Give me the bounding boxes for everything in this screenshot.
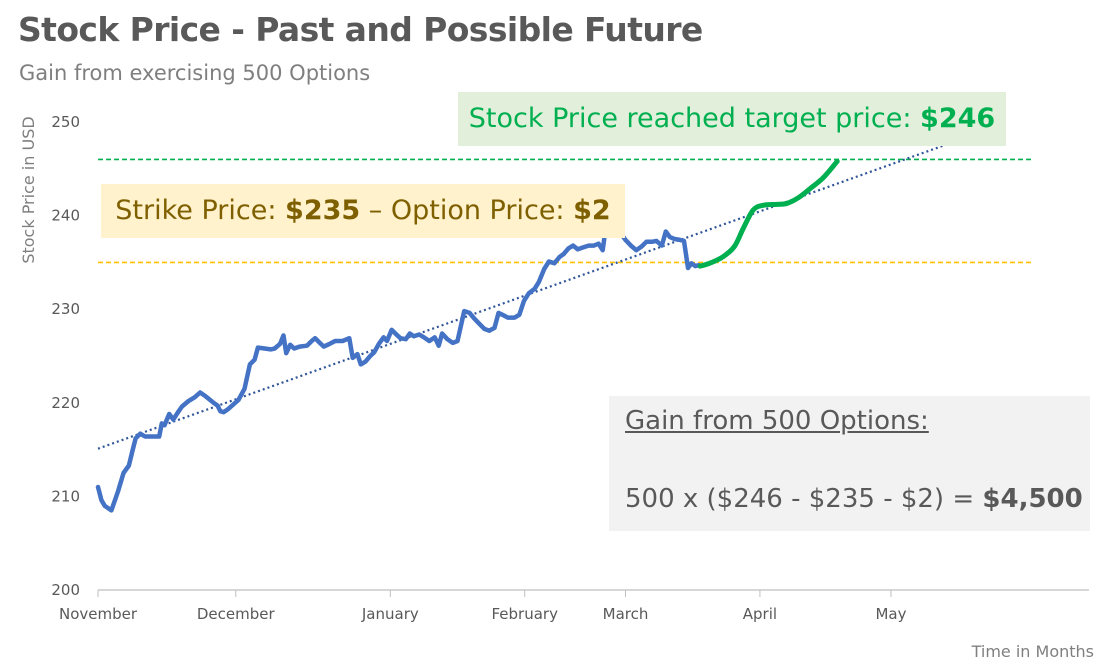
y-tick-label: 200	[51, 581, 80, 599]
target-price-annotation: Stock Price reached target price: $246	[458, 92, 1006, 146]
historical-price-line	[95, 218, 702, 513]
strike-price-annotation: Strike Price: $235 – Option Price: $2	[101, 184, 625, 238]
gain-formula-text: 500 x ($246 - $235 - $2) =	[625, 484, 983, 514]
x-tick-label: February	[491, 605, 558, 623]
strike-price-label: Strike Price:	[115, 195, 286, 226]
x-tick-label: January	[361, 605, 419, 623]
gain-annotation: Gain from 500 Options: 500 x ($246 - $23…	[609, 396, 1090, 531]
x-tick-label: March	[603, 605, 649, 623]
target-price-text: Stock Price reached target price:	[468, 103, 921, 134]
gain-heading: Gain from 500 Options:	[625, 406, 929, 436]
y-axis-title: Stock Price in USD	[19, 116, 38, 263]
y-tick-label: 250	[51, 113, 80, 131]
y-tick-label: 230	[51, 300, 80, 318]
plot-layer: 200 210 220 230 240 250 November December Januar…	[19, 113, 1094, 661]
x-tick-label: April	[743, 605, 777, 623]
projected-price-line	[697, 158, 840, 269]
x-tick-label: December	[197, 605, 276, 623]
chart-title: Stock Price - Past and Possible Future	[18, 10, 703, 49]
x-tick-label: May	[875, 605, 906, 623]
target-price-value: $246	[920, 103, 996, 134]
y-tick-label: 240	[51, 207, 80, 225]
strike-price-value: $235	[285, 195, 361, 226]
gain-result: $4,500	[982, 484, 1083, 514]
option-price-label: – Option Price:	[360, 195, 574, 226]
chart-subtitle: Gain from exercising 500 Options	[19, 61, 371, 85]
option-price-value: $2	[573, 195, 611, 226]
y-tick-label: 210	[51, 487, 80, 505]
gain-formula: 500 x ($246 - $235 - $2) = $4,500	[625, 484, 1083, 514]
y-tick-label: 220	[51, 394, 80, 412]
x-tick-label: November	[59, 605, 138, 623]
x-axis-title: Time in Months	[971, 642, 1094, 661]
